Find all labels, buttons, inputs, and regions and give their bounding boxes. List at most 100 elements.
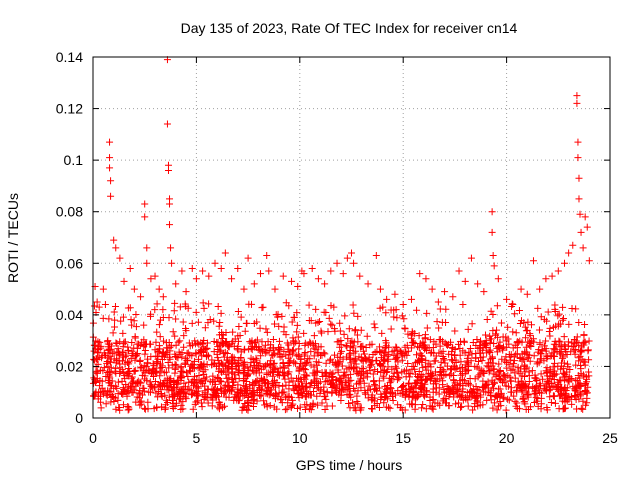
data-point xyxy=(128,347,136,355)
data-point xyxy=(162,404,170,412)
data-point xyxy=(436,335,444,343)
data-point xyxy=(234,264,242,272)
data-point xyxy=(271,285,279,293)
data-point xyxy=(119,401,127,409)
data-point xyxy=(90,341,98,349)
data-point xyxy=(431,368,439,376)
data-point xyxy=(561,404,569,412)
data-point xyxy=(273,405,281,413)
data-point xyxy=(503,295,511,303)
data-point xyxy=(166,200,174,208)
data-point xyxy=(525,378,533,386)
data-point xyxy=(153,300,161,308)
data-point xyxy=(310,332,318,340)
data-point xyxy=(426,336,434,344)
data-point xyxy=(206,378,214,386)
data-point xyxy=(338,347,346,355)
data-point xyxy=(411,329,419,337)
data-point xyxy=(153,369,161,377)
data-point xyxy=(580,331,588,339)
data-point xyxy=(416,349,424,357)
data-point xyxy=(406,373,414,381)
data-point xyxy=(288,347,296,355)
data-point xyxy=(149,365,157,373)
data-point xyxy=(301,350,309,358)
data-point xyxy=(126,304,134,312)
data-point xyxy=(106,138,114,146)
data-point xyxy=(585,257,593,265)
data-point xyxy=(360,350,368,358)
data-point xyxy=(459,376,467,384)
data-point xyxy=(382,337,390,345)
data-point xyxy=(333,259,341,267)
data-point xyxy=(205,300,213,308)
data-point xyxy=(99,367,107,375)
data-point xyxy=(538,346,546,354)
y-tick-label: 0.12 xyxy=(56,101,83,117)
data-point xyxy=(452,356,460,364)
data-point xyxy=(270,359,278,367)
data-point xyxy=(537,370,545,378)
data-point xyxy=(561,384,569,392)
data-point xyxy=(316,378,324,386)
data-point xyxy=(284,362,292,370)
data-point xyxy=(494,275,502,283)
data-point xyxy=(441,288,449,296)
data-point xyxy=(103,358,111,366)
data-point xyxy=(250,400,258,408)
data-point xyxy=(99,314,107,322)
data-point xyxy=(306,383,314,391)
data-point xyxy=(537,313,545,321)
data-point xyxy=(240,369,248,377)
data-point xyxy=(136,398,144,406)
data-point xyxy=(522,334,530,342)
data-point xyxy=(290,338,298,346)
data-point xyxy=(478,357,486,365)
y-ticks: 0 0.02 0.04 0.06 0.08 0.1 0.12 0.14 xyxy=(56,49,610,426)
data-point xyxy=(573,92,581,100)
data-point xyxy=(156,345,164,353)
data-point xyxy=(381,348,389,356)
data-point xyxy=(116,254,124,262)
data-point xyxy=(215,405,223,413)
data-point xyxy=(263,360,271,368)
data-point xyxy=(157,403,165,411)
data-point xyxy=(563,394,571,402)
data-point xyxy=(468,320,476,328)
data-point xyxy=(332,384,340,392)
data-point xyxy=(389,397,397,405)
data-point xyxy=(271,320,279,328)
data-point xyxy=(488,354,496,362)
data-point xyxy=(366,341,374,349)
data-point xyxy=(479,346,487,354)
data-point xyxy=(543,404,551,412)
data-point xyxy=(526,338,534,346)
data-point xyxy=(573,405,581,413)
data-point xyxy=(225,343,233,351)
data-point xyxy=(103,359,111,367)
data-point xyxy=(501,357,509,365)
data-point xyxy=(582,401,590,409)
data-point xyxy=(577,369,585,377)
data-point xyxy=(388,365,396,373)
data-point xyxy=(387,385,395,393)
data-point xyxy=(159,306,167,314)
data-point xyxy=(405,379,413,387)
data-point xyxy=(96,382,104,390)
data-point xyxy=(163,381,171,389)
data-point xyxy=(472,354,480,362)
data-point xyxy=(312,368,320,376)
data-point xyxy=(493,406,501,414)
data-point xyxy=(422,356,430,364)
data-point xyxy=(153,328,161,336)
data-point xyxy=(376,361,384,368)
data-point xyxy=(420,343,428,351)
data-point xyxy=(155,321,163,329)
data-point xyxy=(93,355,101,363)
data-point xyxy=(325,377,333,385)
data-point xyxy=(253,397,261,405)
data-point xyxy=(184,304,192,312)
data-point xyxy=(199,340,207,348)
data-point xyxy=(561,398,569,406)
data-point xyxy=(305,301,313,309)
